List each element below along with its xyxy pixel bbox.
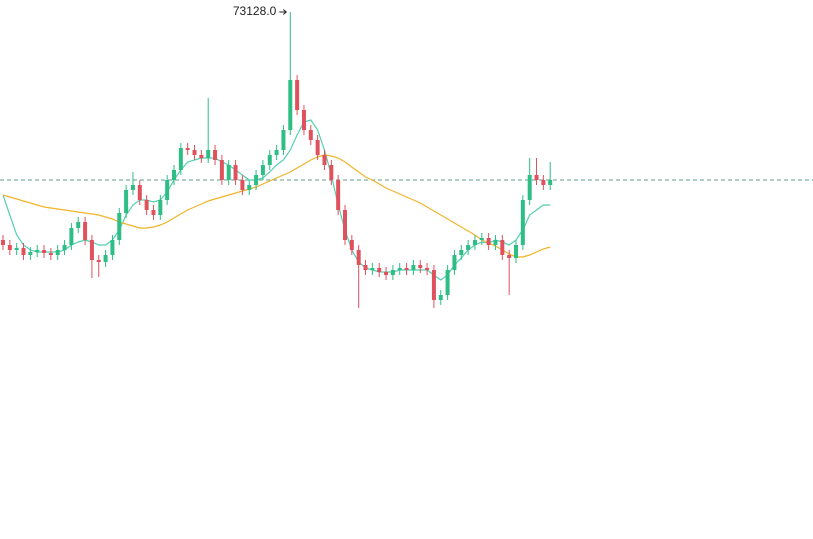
candles	[1, 12, 553, 308]
candle-body	[55, 250, 60, 255]
candle-body	[425, 268, 430, 270]
candle-body	[96, 260, 101, 262]
candle-body	[486, 238, 491, 245]
candle-body	[301, 110, 306, 130]
candle-body	[356, 250, 361, 265]
candle-body	[158, 200, 163, 215]
candle-body	[254, 175, 259, 185]
candle-body	[527, 175, 532, 200]
candle-body	[459, 250, 464, 255]
candle-body	[404, 268, 409, 270]
lines	[0, 119, 813, 281]
candle-body	[69, 228, 74, 245]
candle-body	[466, 245, 471, 250]
candle-body	[431, 270, 436, 300]
candle-body	[514, 245, 518, 258]
candle-body	[213, 150, 218, 160]
candle-body	[363, 265, 368, 270]
candle-body	[76, 222, 81, 228]
candle-body	[438, 295, 443, 300]
candle-body	[548, 180, 553, 185]
candle-body	[315, 140, 320, 155]
candle-body	[48, 253, 53, 255]
candle-body	[226, 165, 231, 180]
candle-body	[274, 150, 279, 155]
candle-body	[117, 213, 122, 240]
candle-body	[479, 238, 484, 240]
max-label: 73128.0	[233, 4, 277, 18]
candle-body	[165, 180, 170, 200]
candle-body	[178, 148, 183, 170]
candle-body	[322, 155, 327, 165]
candle-body	[370, 268, 375, 270]
candle-body	[260, 165, 265, 175]
candle-body	[288, 80, 293, 130]
candle-body	[397, 268, 402, 270]
candle-body	[452, 255, 457, 270]
candle-body	[390, 270, 395, 275]
candle-body	[192, 150, 197, 155]
candle-body	[172, 170, 176, 180]
candle-body	[349, 240, 354, 250]
candle-body	[295, 80, 300, 110]
candle-body	[1, 240, 5, 245]
candle-body	[199, 155, 204, 158]
candle-body	[151, 210, 156, 215]
candle-body	[247, 185, 252, 190]
candle-body	[110, 240, 115, 255]
candle-body	[103, 255, 108, 262]
candle-body	[7, 245, 12, 250]
candle-body	[42, 250, 47, 253]
candle-body	[445, 270, 450, 295]
candle-body	[507, 255, 512, 258]
candle-body	[267, 155, 272, 165]
candle-body	[384, 272, 389, 275]
candle-body	[83, 222, 88, 240]
candle-body	[534, 175, 539, 180]
candle-body	[329, 165, 334, 180]
candle-body	[35, 250, 40, 252]
candle-body	[411, 265, 416, 270]
moving-average	[2, 119, 551, 281]
candle-body	[336, 180, 341, 210]
candle-body	[130, 185, 135, 190]
candle-body	[144, 200, 149, 210]
candle-body	[28, 252, 33, 255]
candle-body	[137, 185, 142, 200]
candle-body	[21, 248, 26, 255]
candle-body	[281, 130, 286, 150]
candle-body	[472, 240, 477, 245]
moving-average	[2, 154, 551, 258]
candle-body	[219, 160, 224, 180]
candle-body	[89, 240, 94, 260]
candle-body	[185, 148, 190, 150]
candle-body	[418, 265, 423, 268]
candle-body	[377, 268, 382, 272]
candle-body	[233, 165, 238, 180]
candle-body	[14, 248, 19, 250]
candle-body	[308, 130, 313, 140]
candle-body	[240, 180, 245, 190]
candle-body	[541, 180, 546, 185]
candle-body	[343, 210, 347, 240]
candle-body	[500, 240, 505, 255]
candle-body	[124, 190, 129, 213]
candle-body	[206, 150, 211, 158]
candle-body	[520, 200, 525, 245]
candle-body	[62, 245, 67, 250]
max-arrow	[279, 9, 288, 15]
candle-body	[493, 240, 498, 245]
